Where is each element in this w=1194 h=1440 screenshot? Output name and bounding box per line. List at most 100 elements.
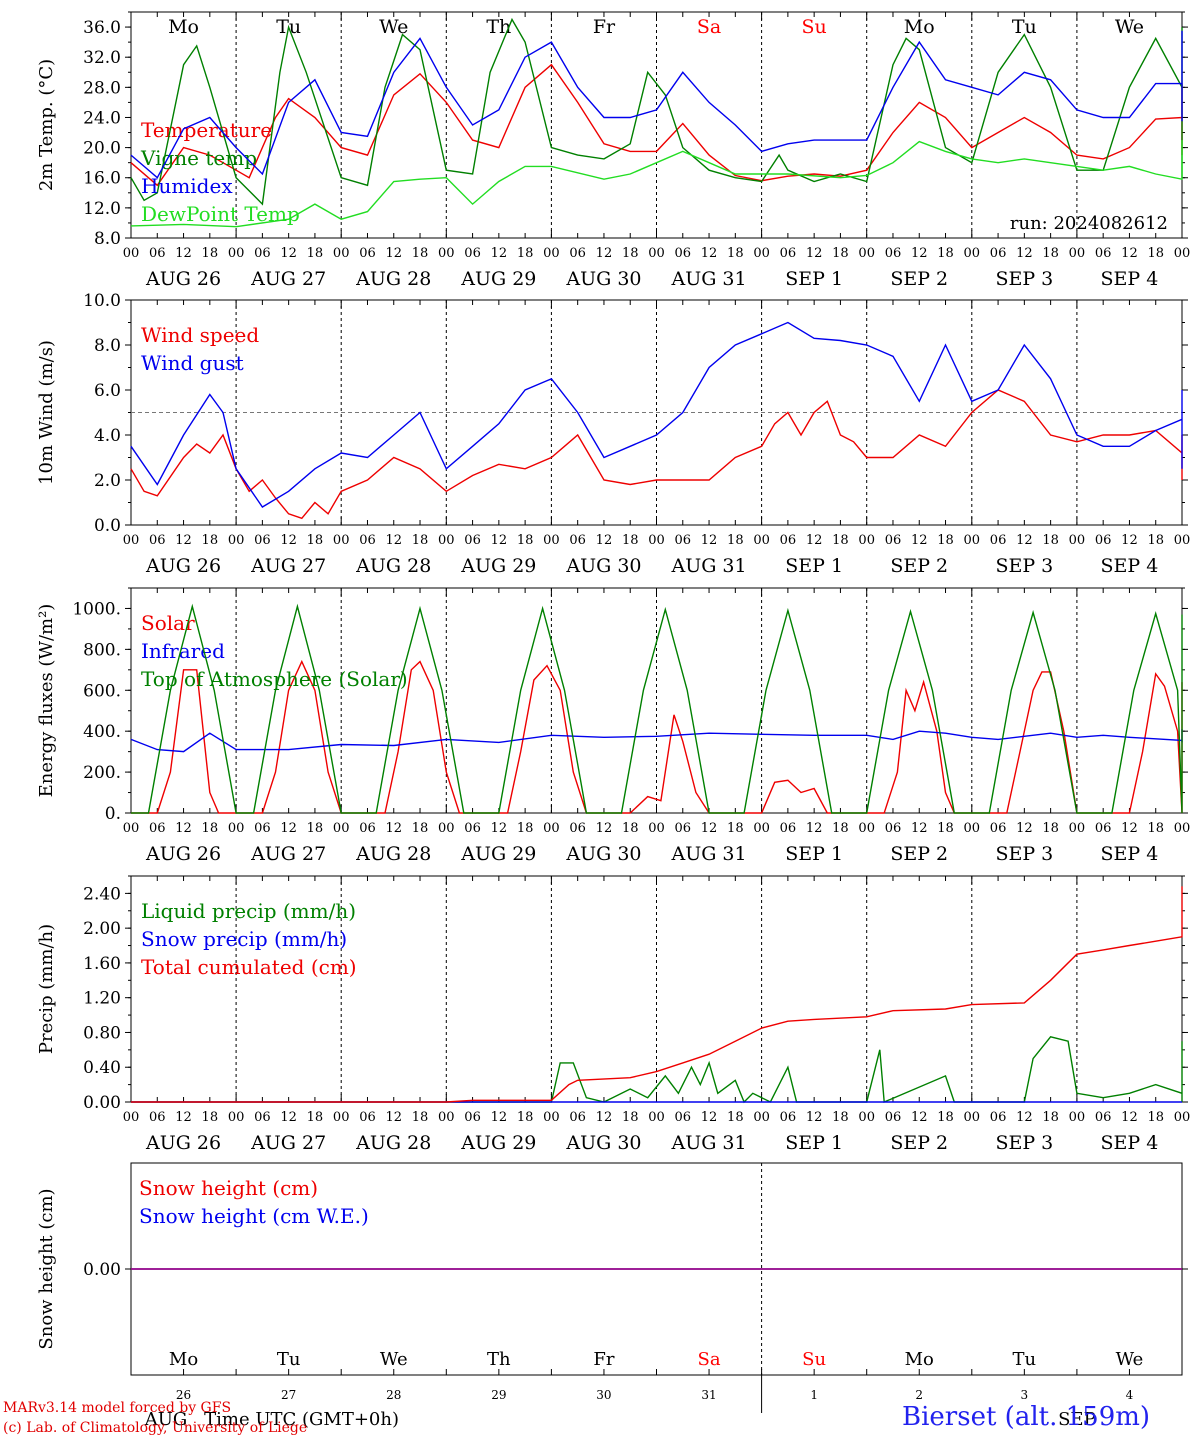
hour-label: 12: [280, 533, 297, 548]
hour-label: 00: [858, 246, 875, 261]
hour-label: 06: [464, 821, 481, 836]
hour-label: 00: [964, 533, 981, 548]
weekday-label: We: [1115, 16, 1144, 38]
date-label: AUG 26: [145, 268, 221, 290]
hour-label: 12: [911, 1110, 928, 1125]
series-line-energy-0: [131, 659, 1183, 814]
hour-label: 06: [149, 821, 166, 836]
date-label: AUG 29: [460, 1132, 536, 1154]
hour-label: 12: [701, 246, 718, 261]
hour-label: 12: [911, 246, 928, 261]
hour-label: 18: [937, 533, 954, 548]
hour-label: 06: [569, 1110, 586, 1125]
hour-label: 06: [885, 533, 902, 548]
hour-label: 12: [596, 821, 613, 836]
hour-label: 06: [675, 533, 692, 548]
hour-label: 12: [1121, 246, 1138, 261]
date-label: SEP 1: [785, 268, 843, 290]
hour-label: 00: [1174, 1110, 1191, 1125]
station-name: Bierset (alt. 159m): [902, 1402, 1151, 1432]
y-tick-label: 1.60: [83, 954, 121, 974]
hour-label: 12: [280, 246, 297, 261]
hour-label: 06: [149, 1110, 166, 1125]
time-axis-title: Time UTC (GMT+0h): [204, 1409, 399, 1430]
hour-label: 06: [359, 821, 376, 836]
hour-label: 12: [1016, 246, 1033, 261]
hour-label: 12: [385, 821, 402, 836]
series-line-temp-1: [130, 17, 1183, 206]
hour-label: 06: [885, 1110, 902, 1125]
hour-label: 00: [543, 821, 560, 836]
day-number: 1: [810, 1388, 818, 1402]
hour-label: 06: [569, 246, 586, 261]
hour-label: 00: [648, 533, 665, 548]
series-line-temp-2: [130, 30, 1183, 179]
hour-label: 06: [1095, 1110, 1112, 1125]
hour-label: 18: [1147, 533, 1164, 548]
hour-label: 00: [228, 1110, 245, 1125]
hour-label: 12: [911, 533, 928, 548]
hour-label: 00: [648, 1110, 665, 1125]
hour-label: 06: [464, 246, 481, 261]
day-number: 29: [491, 1388, 506, 1402]
day-number: 27: [281, 1388, 296, 1402]
hour-label: 06: [675, 1110, 692, 1125]
y-tick-label: 200.: [83, 763, 121, 783]
y-axis-title: Precip (mm/h): [36, 924, 57, 1054]
hour-label: 00: [964, 246, 981, 261]
hour-label: 12: [175, 821, 192, 836]
series-line-precip-2: [131, 886, 1183, 1103]
hour-label: 06: [990, 246, 1007, 261]
series-line-wind-0: [130, 389, 1183, 520]
weekday-label: Mo: [904, 16, 935, 38]
hour-label: 06: [990, 533, 1007, 548]
date-label: AUG 28: [355, 268, 431, 290]
series-line-wind-1: [130, 321, 1183, 508]
date-label: SEP 2: [890, 268, 948, 290]
legend-entry: Temperature: [141, 118, 272, 142]
hour-label: 06: [990, 821, 1007, 836]
hour-label: 18: [937, 821, 954, 836]
weekday-label-bottom: Su: [802, 1349, 826, 1370]
date-label: AUG 26: [145, 1132, 221, 1154]
y-axis-title: 2m Temp. (°C): [36, 59, 57, 191]
legend-entry: Wind speed: [141, 323, 259, 347]
hour-label: 00: [438, 533, 455, 548]
day-number: 3: [1021, 1388, 1029, 1402]
y-tick-label: 36.0: [83, 18, 121, 38]
weekday-label-bottom: Sa: [698, 1349, 721, 1370]
y-axis-title: 10m Wind (m/s): [36, 340, 57, 485]
y-tick-label: 10.0: [83, 291, 121, 311]
hour-label: 18: [727, 533, 744, 548]
hour-label: 18: [832, 1110, 849, 1125]
hour-label: 00: [333, 1110, 350, 1125]
weekday-label: Fr: [593, 16, 616, 38]
day-number: 28: [386, 1388, 401, 1402]
weekday-label: Sa: [697, 16, 721, 38]
hour-label: 12: [701, 821, 718, 836]
hour-label: 12: [385, 1110, 402, 1125]
weekday-label: Su: [802, 16, 827, 38]
hour-label: 06: [1095, 246, 1112, 261]
hour-label: 18: [412, 533, 429, 548]
date-label: SEP 3: [995, 1132, 1053, 1154]
date-label: SEP 2: [890, 843, 948, 865]
y-tick-label: 0.: [105, 804, 121, 824]
hour-label: 12: [596, 533, 613, 548]
y-tick-label: 600.: [83, 681, 121, 701]
hour-label: 06: [675, 821, 692, 836]
date-label: AUG 27: [250, 843, 326, 865]
hour-label: 06: [1095, 821, 1112, 836]
day-number: 31: [701, 1388, 716, 1402]
hour-label: 00: [333, 533, 350, 548]
hour-label: 00: [964, 1110, 981, 1125]
y-axis-title: Energy fluxes (W/m²): [36, 604, 57, 798]
date-label: AUG 27: [250, 1132, 326, 1154]
hour-label: 18: [202, 1110, 219, 1125]
y-tick-label: 0.80: [83, 1023, 121, 1043]
weekday-label-bottom: We: [380, 1349, 408, 1370]
legend-entry: Snow height (cm W.E.): [139, 1204, 369, 1228]
date-label: AUG 26: [145, 555, 221, 577]
hour-label: 18: [937, 1110, 954, 1125]
hour-label: 18: [517, 1110, 534, 1125]
